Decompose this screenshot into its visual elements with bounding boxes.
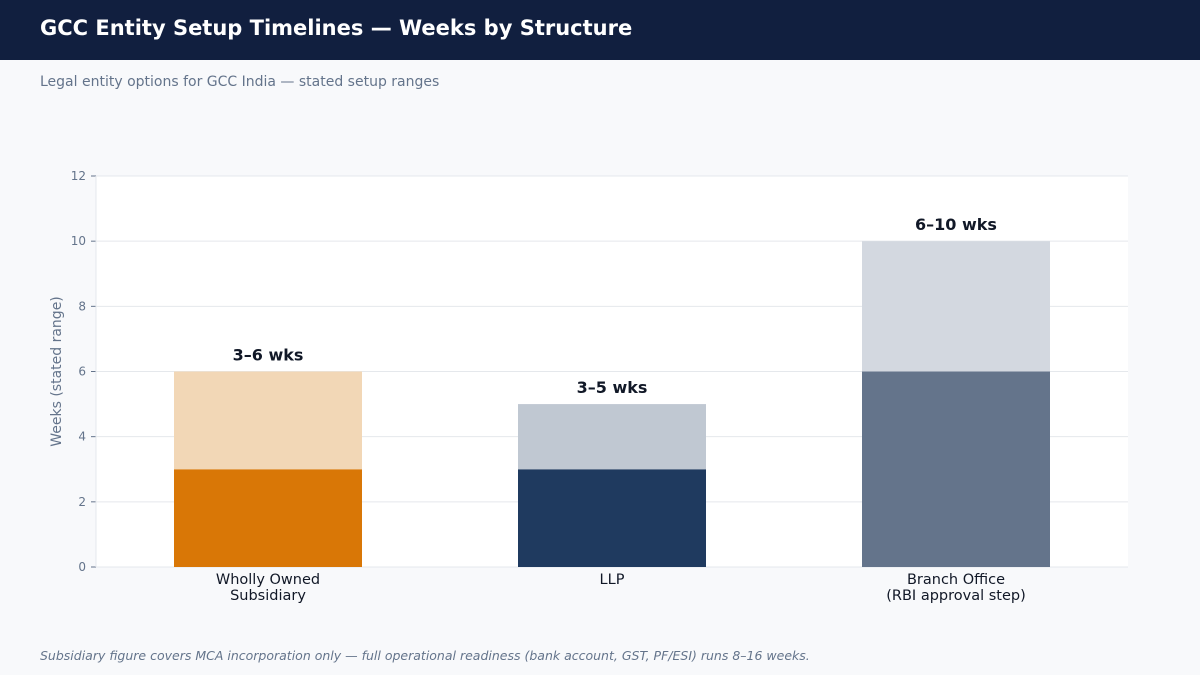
y-tick-label: 12	[71, 169, 86, 183]
data-label: 6–10 wks	[915, 215, 997, 234]
y-tick-label: 8	[78, 299, 86, 313]
bar-segment-range	[862, 241, 1050, 372]
y-tick-label: 4	[78, 430, 86, 444]
x-tick-label: Subsidiary	[230, 588, 306, 604]
x-tick-label: LLP	[600, 572, 625, 588]
header-bar	[0, 0, 1200, 60]
bar-segment-min	[518, 469, 706, 567]
y-axis-label: Weeks (stated range)	[49, 296, 65, 447]
x-tick-label: (RBI approval step)	[886, 588, 1026, 604]
page-subtitle: Legal entity options for GCC India — sta…	[40, 74, 440, 90]
y-tick-label: 10	[71, 234, 86, 248]
footnote: Subsidiary figure covers MCA incorporati…	[40, 648, 810, 663]
page-title: GCC Entity Setup Timelines — Weeks by St…	[40, 16, 633, 40]
bar-segment-min	[862, 371, 1050, 567]
y-tick-label: 6	[78, 365, 86, 379]
y-tick-label: 2	[78, 495, 86, 509]
bar-segment-min	[174, 469, 362, 567]
data-label: 3–5 wks	[577, 378, 648, 397]
bar-segment-range	[518, 404, 706, 470]
x-tick-label: Wholly Owned	[216, 572, 320, 588]
y-tick-label: 0	[78, 560, 86, 574]
bar-segment-range	[174, 371, 362, 470]
data-label: 3–6 wks	[233, 346, 304, 365]
x-tick-label: Branch Office	[907, 572, 1005, 588]
